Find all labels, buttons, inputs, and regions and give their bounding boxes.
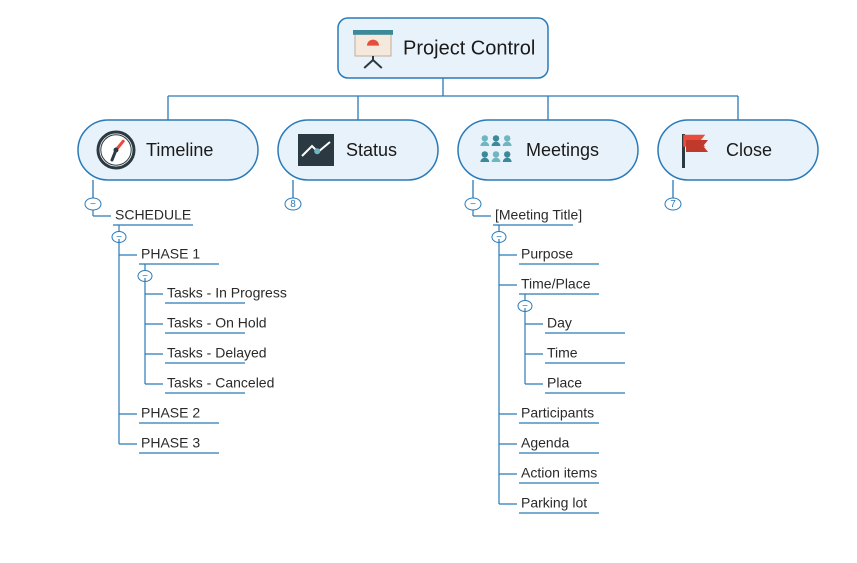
svg-text:7: 7 [670,199,676,210]
mindmap-canvas: Project Control Timeline SCHEDULE − PHASE 1 −… [0,0,857,563]
leaf-label[interactable]: Purpose [521,246,573,262]
svg-text:Timeline: Timeline [146,140,213,160]
leaf-label[interactable]: Action items [521,465,597,481]
svg-text:−: − [90,199,96,210]
svg-text:Meetings: Meetings [526,140,599,160]
leaf-label[interactable]: PHASE 1 [141,246,200,262]
status-node[interactable]: Status [278,120,438,180]
leaf-label[interactable]: Day [547,315,572,331]
timeline-node[interactable]: TimelineSCHEDULE−PHASE 1−Tasks - In Prog… [78,120,287,453]
leaf-label[interactable]: Tasks - Delayed [167,345,267,361]
leaf-label[interactable]: Tasks - Canceled [167,375,274,391]
leaf-label[interactable]: Place [547,375,582,391]
close-node[interactable]: Close [658,120,818,180]
leaf-label[interactable]: Tasks - In Progress [167,285,287,301]
leaf-label[interactable]: Participants [521,405,594,421]
clock-icon [98,132,134,168]
leaf-label[interactable]: SCHEDULE [115,207,191,223]
svg-text:Close: Close [726,140,772,160]
root-node[interactable]: Project Control [338,18,548,78]
chart-icon [298,134,334,166]
meetings-node[interactable]: Meetings [Meeting Title] − Purpose Time/Plac… [458,120,638,513]
leaf-label[interactable]: Time/Place [521,276,591,292]
svg-text:−: − [470,199,476,210]
leaf-label[interactable]: PHASE 3 [141,435,200,451]
svg-text:8: 8 [290,199,296,210]
leaf-label[interactable]: Tasks - On Hold [167,315,267,331]
leaf-label[interactable]: Parking lot [521,495,587,511]
leaf-label[interactable]: Agenda [521,435,569,451]
svg-text:Status: Status [346,140,397,160]
leaf-label[interactable]: [Meeting Title] [495,207,582,223]
svg-text:Project Control: Project Control [403,37,535,59]
leaf-label[interactable]: PHASE 2 [141,405,200,421]
leaf-label[interactable]: Time [547,345,578,361]
